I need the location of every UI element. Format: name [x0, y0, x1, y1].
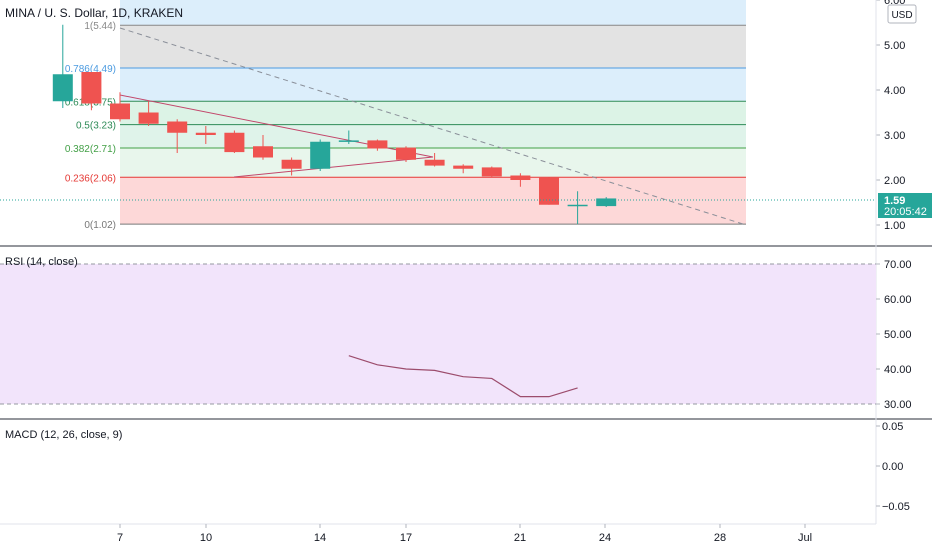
fib-band-5: [120, 177, 746, 225]
macd-tick-label: 0.00: [882, 461, 903, 473]
fib-band-top: [120, 0, 746, 26]
rsi-line[interactable]: [348, 355, 578, 398]
last-price-tag: [878, 193, 932, 218]
candle-body: [110, 103, 130, 120]
candle-body: [424, 159, 445, 166]
candle-5[interactable]: [52, 24, 73, 108]
candle-body: [81, 72, 102, 104]
candle-13[interactable]: [281, 157, 302, 176]
rsi-tick-label: 70.00: [884, 259, 912, 271]
price-tick-label: 6.00: [884, 0, 905, 7]
candle-body: [52, 74, 73, 102]
symbol-title[interactable]: MINA / U. S. Dollar, 1D, KRAKEN: [5, 6, 183, 20]
bar-countdown: 20:05:42: [884, 206, 927, 218]
candle-24[interactable]: [596, 197, 617, 207]
fibonacci-levels: [120, 24, 746, 225]
candle-7[interactable]: [110, 92, 130, 122]
candle-body: [396, 147, 416, 160]
currency-badge[interactable]: [887, 4, 917, 24]
fib-level-label-0: 1(5.44): [84, 21, 116, 32]
candle-20[interactable]: [481, 166, 502, 178]
time-tick-label: 7: [117, 532, 123, 544]
price-tick-label: 2.00: [884, 175, 905, 187]
fib-band-1: [120, 67, 746, 102]
rsi-tick-label: 60.00: [884, 294, 912, 306]
macd-tick-label: −0.05: [882, 501, 910, 513]
macd-title[interactable]: MACD (12, 26, close, 9): [5, 429, 122, 441]
candlestick-series: [52, 24, 617, 225]
rsi-title[interactable]: RSI (14, close): [5, 256, 78, 268]
time-tick-label: 14: [314, 532, 326, 544]
currency-badge-label: USD: [891, 10, 912, 21]
fib-level-label-1: 0.786(4.49): [65, 64, 116, 75]
candle-21[interactable]: [510, 173, 531, 187]
time-tick-label: 10: [200, 532, 212, 544]
candle-body: [367, 140, 388, 149]
time-tick-label: Jul: [798, 532, 812, 544]
candle-16[interactable]: [367, 139, 388, 151]
candle-12[interactable]: [253, 135, 273, 160]
rsi-tick-label: 30.00: [884, 399, 912, 411]
fib-level-label-5: 0.236(2.06): [65, 173, 116, 184]
fib-level-label-6: 0(1.02): [84, 220, 116, 231]
fibonacci-bands: [120, 0, 746, 225]
candle-body: [510, 175, 531, 180]
price-axis[interactable]: 1.00 2.00 3.00 4.00 5.00 6.00: [876, 0, 905, 232]
candle-body: [310, 141, 331, 169]
candle-22[interactable]: [539, 177, 559, 205]
rsi-band-fill: [0, 264, 876, 404]
fib-band-0: [120, 25, 746, 68]
price-tick-label: 3.00: [884, 130, 905, 142]
price-tick-label: 5.00: [884, 40, 905, 52]
candle-body: [253, 146, 273, 158]
fib-level-label-4: 0.382(2.71): [65, 144, 116, 155]
candle-body: [338, 140, 359, 142]
candle-body: [453, 165, 474, 169]
candle-17[interactable]: [396, 146, 416, 162]
last-price-value: 1.59: [884, 195, 905, 207]
triangle-pattern-drawing[interactable]: [119, 94, 434, 178]
price-tick-label: 4.00: [884, 85, 905, 97]
time-axis[interactable]: 7 10 14 17 21 24 28 Jul: [117, 524, 812, 544]
macd-tick-label: 0.05: [882, 421, 903, 433]
price-tick-label: 1.00: [884, 220, 905, 232]
time-tick-label: 21: [514, 532, 526, 544]
candle-9[interactable]: [167, 119, 188, 153]
fib-level-label-3: 0.5(3.23): [76, 121, 116, 132]
fib-band-2: [120, 101, 746, 125]
dashed-trendline[interactable]: [119, 27, 747, 226]
candle-body: [596, 198, 617, 207]
fib-band-3: [120, 124, 746, 149]
candle-18[interactable]: [424, 153, 445, 167]
candle-19[interactable]: [453, 164, 474, 174]
candle-body: [167, 121, 188, 133]
rsi-axis[interactable]: 30.00 40.00 50.00 60.00 70.00: [876, 259, 912, 411]
candle-body: [138, 112, 159, 124]
rsi-tick-label: 40.00: [884, 364, 912, 376]
rsi-tick-label: 50.00: [884, 329, 912, 341]
candle-body: [281, 159, 302, 169]
time-tick-label: 17: [400, 532, 412, 544]
macd-axis[interactable]: 0.05 0.00 −0.05: [876, 421, 910, 513]
candle-8[interactable]: [138, 101, 159, 126]
candle-body: [481, 167, 502, 177]
candle-body: [224, 132, 245, 153]
candle-11[interactable]: [224, 130, 245, 154]
candle-body: [539, 177, 559, 205]
candle-6[interactable]: [81, 72, 102, 111]
candle-body: [195, 132, 216, 135]
time-tick-label: 28: [714, 532, 726, 544]
candle-10[interactable]: [195, 126, 216, 144]
candle-body: [567, 204, 588, 207]
candle-23[interactable]: [567, 191, 588, 225]
candle-15[interactable]: [338, 130, 359, 145]
time-tick-label: 24: [599, 532, 611, 544]
candle-14[interactable]: [310, 139, 331, 172]
